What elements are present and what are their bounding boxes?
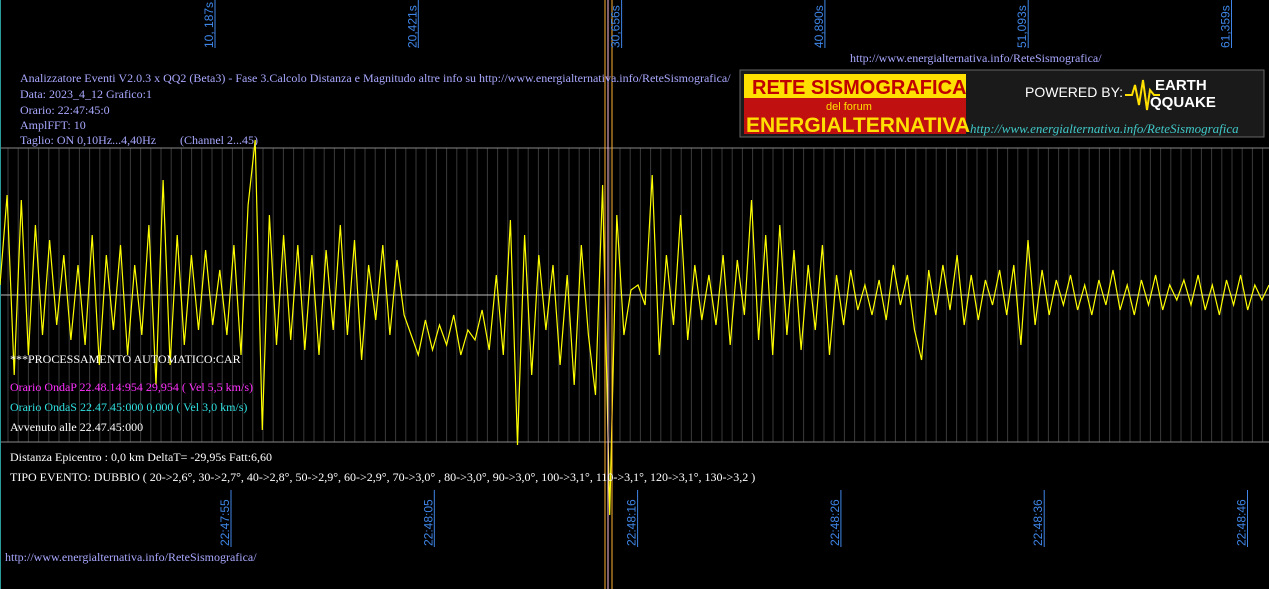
top-tick-label: 10, 187s (202, 2, 216, 48)
onda-p: Orario OndaP 22.48.14:954 29,954 ( Vel 5… (10, 380, 253, 394)
logo-url: http://www.energialternativa.info/ReteSi… (970, 121, 1239, 136)
header-line: AmplFFT: 10 (20, 118, 86, 132)
logo-band (744, 74, 966, 98)
top-axis: 10, 187s 20,421s 30,656s 40,890s 51,093s 61,3… (202, 0, 1233, 48)
logo-brand: EARTH (1155, 77, 1207, 94)
logo-powered: POWERED BY: (1025, 84, 1123, 100)
footer-url: http://www.energialternativa.info/ReteSi… (5, 550, 257, 564)
top-url: http://www.energialternativa.info/ReteSi… (850, 51, 1102, 65)
bottom-tick-label: 22:48:05 (421, 499, 435, 546)
logo-brand: QQUAKE (1150, 94, 1216, 111)
top-tick-label: 30,656s (609, 5, 623, 48)
processing-title: ***PROCESSAMENTO AUTOMATICO:CAR (10, 352, 241, 366)
bottom-tick-label: 22:48:16 (625, 499, 639, 546)
onda-s: Orario OndaS 22.47.45:000 0,000 ( Vel 3,… (10, 400, 247, 414)
header-line: Data: 2023_4_12 Grafico:1 (20, 87, 152, 101)
bottom-tick-label: 22:48:26 (828, 499, 842, 546)
bottom-tick-label: 22:47:55 (218, 499, 232, 546)
header-line: Taglio: ON 0,10Hz...4,40Hz (20, 133, 156, 147)
waveform (0, 139, 1269, 516)
top-tick-label: 51,093s (1015, 5, 1029, 48)
top-tick-label: 20,421s (405, 5, 419, 48)
logo: RETE SISMOGRAFICA del forum ENERGIALTERN… (739, 69, 1265, 138)
avvenuto: Avvenuto alle 22.47.45:000 (10, 420, 143, 434)
top-tick-label: 61,359s (1219, 5, 1233, 48)
tipo-evento: TIPO EVENTO: DUBBIO ( 20->2,6°, 30->2,7°… (10, 470, 755, 484)
logo-band (744, 98, 966, 134)
header-line: Analizzatore Eventi V2.0.3 x QQ2 (Beta3)… (20, 71, 731, 85)
bottom-tick-label: 22:48:36 (1031, 499, 1045, 546)
distanza: Distanza Epicentro : 0,0 km DeltaT= -29,… (10, 450, 272, 464)
bottom-axis: 22:47:55 22:48:05 22:48:16 22:48:26 22:48:36… (218, 490, 1249, 547)
logo-name: ENERGIALTERNATIVA (746, 114, 970, 137)
logo-icon (1125, 79, 1160, 111)
bottom-tick-label: 22:48:46 (1235, 499, 1249, 546)
header-line: Orario: 22:47:45:0 (20, 103, 110, 117)
logo-subtitle: del forum (826, 101, 872, 113)
trace-group (0, 139, 1269, 516)
logo-title: RETE SISMOGRAFICA (752, 77, 966, 99)
top-tick-label: 40,890s (812, 5, 826, 48)
header-channel: (Channel 2...45) (180, 133, 258, 147)
